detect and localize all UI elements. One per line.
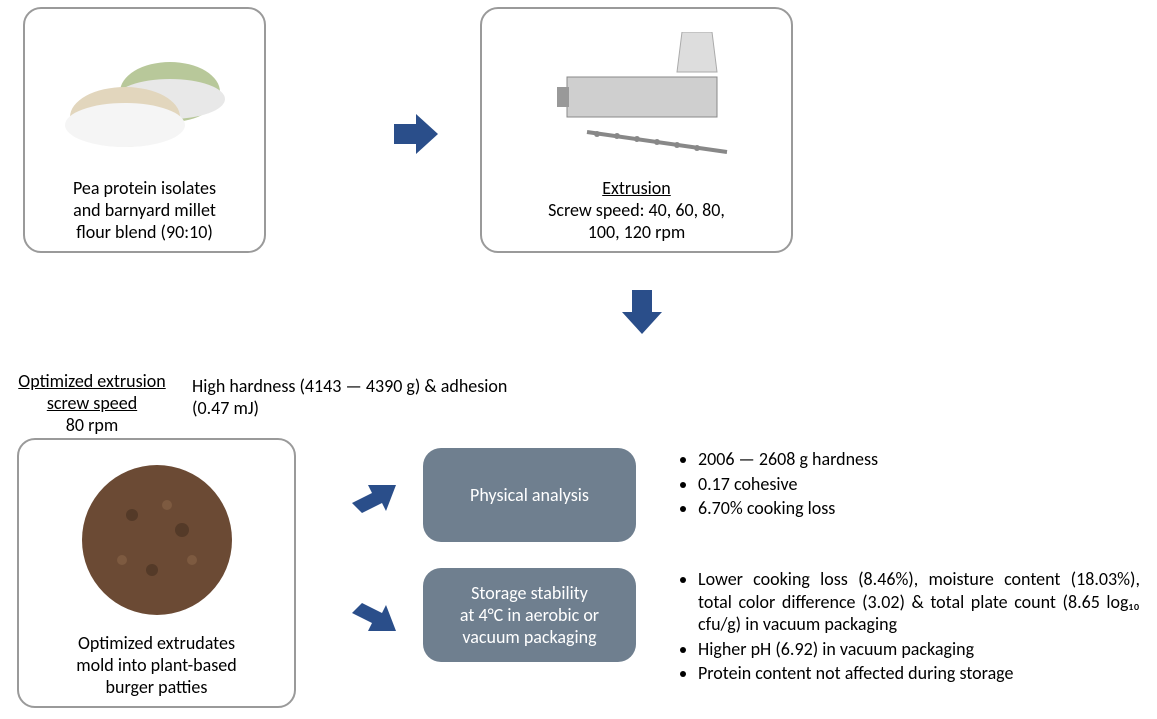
box-extrusion: Extrusion Screw speed: 40, 60, 80, 100, … [480, 7, 793, 253]
pill-storage-stability: Storage stability at 4°C in aerobic or v… [423, 568, 636, 662]
arrow-right-down-icon [352, 595, 398, 641]
box-ingredients-caption: Pea protein isolates and barnyard millet… [73, 177, 216, 243]
list-item: 2006 — 2608 g hardness [698, 448, 1110, 471]
optimized-label: Optimized extrusion screw speed 80 rpm [0, 370, 184, 436]
list-item: Higher pH (6.92) in vacuum packaging [698, 638, 1140, 661]
box-ingredients: Pea protein isolates and barnyard millet… [23, 7, 266, 253]
box-extrusion-caption: Extrusion Screw speed: 40, 60, 80, 100, … [548, 177, 725, 243]
arrow-right-up-icon [352, 475, 398, 521]
box-patty: Optimized extrudates mold into plant-bas… [17, 438, 296, 708]
hardness-label: High hardness (4143 — 4390 g) & adhesion… [192, 375, 512, 419]
pill-physical-analysis: Physical analysis [423, 448, 636, 542]
bullets-physical: 2006 — 2608 g hardness 0.17 cohesive 6.7… [670, 448, 1110, 522]
arrow-down-icon [620, 290, 664, 334]
extruder-image [496, 17, 777, 177]
list-item: 0.17 cohesive [698, 473, 1110, 496]
patty-image [33, 448, 280, 632]
box-patty-caption: Optimized extrudates mold into plant-bas… [76, 632, 236, 698]
list-item: 6.70% cooking loss [698, 497, 1110, 520]
bullets-storage: Lower cooking loss (8.46%), moisture con… [670, 568, 1140, 687]
arrow-right-icon [394, 112, 438, 156]
pill-storage-caption: Storage stability at 4°C in aerobic or v… [460, 582, 599, 648]
list-item: Protein content not affected during stor… [698, 662, 1140, 685]
protein-powder-image [39, 17, 250, 177]
list-item: Lower cooking loss (8.46%), moisture con… [698, 568, 1140, 636]
